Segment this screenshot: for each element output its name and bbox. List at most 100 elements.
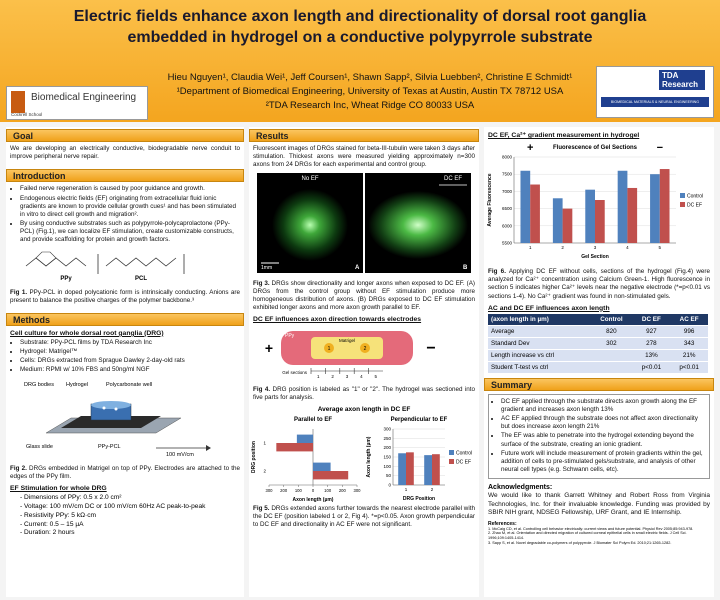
gel-diagram: PPy Matrigel 1 2 + − Gel sections 1 2 3 4 5 [265,331,436,379]
caption: Fig 5. DRGs extended axons further towar… [253,505,475,530]
y-axis-label: Axon length (µm) [366,436,372,477]
x-tick-label: 2 [431,487,434,492]
diagram-label: DRG bodies [24,382,54,388]
list-item: 1. McCaig CD, et al. Controlling cell be… [488,526,694,531]
table-cell: 996 [670,325,708,338]
section-heading: Summary [484,377,714,391]
chart: Fluorescence of Gel Sections 5500 6000 6500… [487,142,703,260]
chart-title: Parallel to EF [294,417,332,423]
bar [424,454,432,485]
image-label: DC EF [444,176,462,182]
arrow-head [206,444,211,451]
caption-label: Fig 3. [253,279,270,287]
list-item: Failed nerve regeneration is caused by p… [20,185,240,193]
caption-label: Fig 5. [253,504,270,512]
y-tick-label: 8000 [502,155,513,160]
list-item: 3. Sapp S, et al. Novel degradable co-po… [488,541,672,546]
bracket [97,253,185,274]
y-tick-label: 50 [386,473,392,478]
logo-mark [11,91,25,113]
caption-label: Fig 4. [253,386,271,394]
table-cell: Student T-test vs ctrl [488,361,591,374]
bar [313,462,331,471]
section-label: 4 [360,374,363,379]
diagram-label: Gel sections [282,370,308,375]
image-label: No EF [301,176,318,182]
y-tick-label: 200 [383,445,391,450]
section-heading: Introduction [6,169,244,183]
x-tick-label: 4 [626,245,629,250]
drg [324,343,334,354]
drg-image [368,190,468,259]
bullet-list: Substrate: PPy-PCL films by TDA Research… [10,339,240,375]
ring [35,251,57,266]
logo-subtext: BIOMEDICAL MATERIALS & NEURAL ENGINEERIN… [601,97,709,107]
chart-title: Perpendicular to EF [391,417,448,423]
chart-row: Parallel to EF 300 200 100 0 100 200 300 1 2 Axon … [249,413,479,505]
diagram-label: PPy [285,333,295,339]
table-row: Length increase vs ctrl 13% 21% [488,349,708,362]
list-item: - Current: 0.5 – 15 µA [20,520,84,528]
table-cell: Length increase vs ctrl [488,349,591,362]
right-column: DC EF, Ca²⁺ gradient measurement in hydr… [484,127,714,597]
diagram-label: 2 [364,346,367,352]
legend-label: Control [456,450,472,456]
affiliation: ²TDA Research Inc, Wheat Ridge CO 80033 … [265,100,475,111]
table-cell: Average [488,325,591,338]
bar [585,189,595,243]
bar [530,184,540,243]
table-cell: 21% [670,349,708,362]
y-tick-label: 6000 [502,223,513,228]
caption-label: Fig 6. [488,268,506,275]
table-row: (axon length in µm) Control DC EF AC EF [488,313,708,326]
results-text: Fluorescent images of DRGs stained for b… [253,145,475,169]
panel-label: B [463,265,468,271]
x-tick-label: 5 [659,245,662,250]
diagram-label: Polycarbonate well [106,382,152,388]
table-cell: 13% [632,349,671,362]
drg [360,343,370,354]
list-item: Cells: DRGs extracted from Sprague Dawle… [20,357,240,365]
diagram-label: 100 mV/cm [166,452,194,458]
caption-label: Fig 1. [10,288,28,296]
logo-subtext: Cockrell School [11,112,43,117]
caption-text: DRGs show directionality and longer axon… [253,279,475,312]
subheading: Cell culture for whole dorsal root gangl… [10,329,164,337]
table-cell: 820 [590,325,633,338]
diagram-label: PPy-PCL [98,444,121,450]
bullet-list: DC EF applied through the substrate dire… [488,393,710,480]
list-item: - Voltage: 100 mV/cm DC or 100 mV/cm 60H… [20,502,206,510]
list-item: Endogenous electric fields (EF) originat… [20,195,240,220]
legend-swatch [680,202,685,207]
table-cell: Control [590,313,633,326]
y-tick-label: 6500 [502,206,513,211]
ppy-film [61,415,161,428]
table-cell: (axon length in µm) [488,313,591,326]
legend-label: DC EF [456,459,471,465]
list-item: - Duration: 2 hours [20,529,75,537]
goal-text: We are developing an electrically conduc… [10,145,240,161]
logo-right: TDA Research BIOMEDICAL MATERIALS & NEUR… [596,66,714,118]
table-cell: Standard Dev [488,337,591,350]
table-cell: p<0.01 [632,361,671,374]
caption-text: DRGs extended axons further towards the … [253,504,475,528]
logo-left: Biomedical Engineering Cockrell School [6,86,148,120]
bar [552,198,563,243]
caption-text: DRG position is labeled as "1" or "2". T… [253,386,476,402]
y-tick-label: 150 [383,454,391,459]
hydrogel [91,400,131,409]
list-item: Medium: RPMI w/ 10% FBS and 50ng/ml NGF [20,366,240,374]
chart: Perpendicular to EF 0 50 100 150 200 250 300 1 2 D… [366,417,472,502]
acknowledgments-text: We would like to thank Garrett Whitney a… [488,492,710,517]
logo-text: TDA Research [659,70,705,90]
affiliation: ¹Department of Biomedical Engineering, U… [176,86,564,97]
y-tick-label: 7500 [502,172,513,177]
poster-title: Electric fields enhance axon length and … [73,8,647,46]
diagram-label: 1 [328,346,331,352]
table-row: Student T-test vs ctrl p<0.01 p<0.01 [488,361,708,374]
table-cell: 927 [632,325,671,338]
x-tick-label: 200 [339,488,347,493]
x-tick-label: 200 [280,488,288,493]
diagram-label: Hydrogel [66,382,88,388]
